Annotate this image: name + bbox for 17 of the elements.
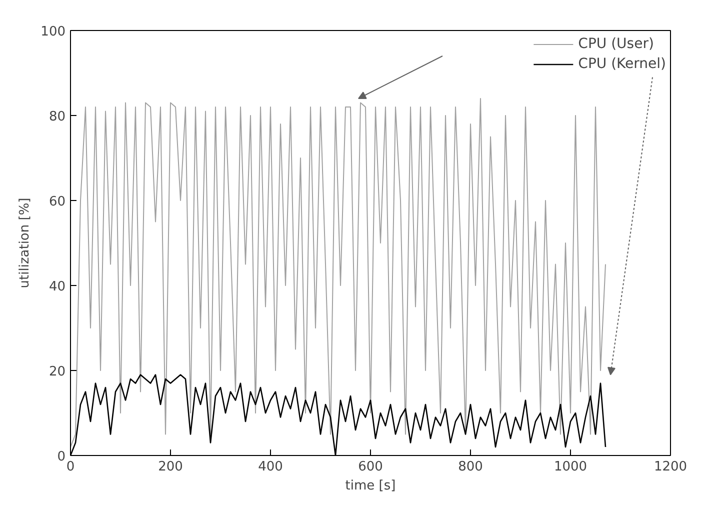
y-tick-label: 40 — [48, 280, 66, 294]
x-tick-label: 200 — [158, 460, 183, 474]
legend-label: CPU (User) — [578, 36, 654, 52]
legend-label: CPU (Kernel) — [578, 56, 666, 72]
y-axis-title: utilization [%] — [18, 198, 33, 288]
x-tick-label: 400 — [258, 460, 283, 474]
x-tick-label: 800 — [458, 460, 483, 474]
y-tick-label: 60 — [48, 194, 66, 210]
y-tick-label: 0 — [57, 450, 66, 464]
x-tick-label: 600 — [358, 460, 383, 474]
x-axis-title: time [s] — [345, 478, 396, 494]
y-tick-label: 20 — [48, 364, 66, 380]
x-tick-label: 1000 — [554, 460, 588, 474]
line-series — [70, 98, 606, 448]
y-tick-label: 100 — [40, 24, 66, 40]
x-tick-label: 1200 — [654, 460, 688, 474]
y-tick-label: 80 — [48, 110, 66, 124]
